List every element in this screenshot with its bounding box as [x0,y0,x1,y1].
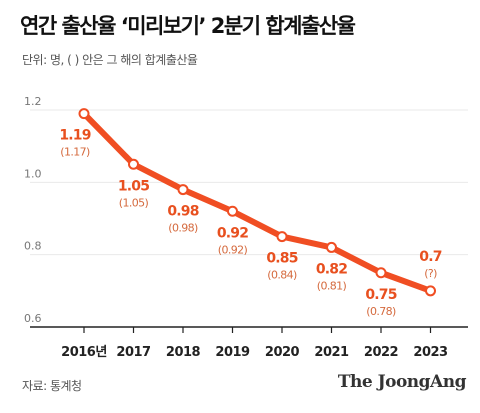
data-point [177,184,189,196]
annual-rate-label: (0.98) [168,222,198,235]
data-point [128,158,139,170]
data-label: 0.85 [266,251,297,267]
annual-rate-label: (1.05) [119,196,149,209]
series-line [81,110,434,294]
x-tick-label: 2016년 [61,345,107,360]
x-tick-label: 2020 [265,345,300,360]
y-tick-label: 0.6 [24,312,42,325]
data-point [425,285,436,297]
annual-rate-label: (0.84) [267,269,297,282]
chart-title: 연간 출산율 ‘미리보기’ 2분기 합계출산율 [20,14,356,38]
annual-rate-label: (0.81) [317,279,347,292]
data-label: 0.82 [316,261,347,277]
y-tick-label: 0.8 [24,240,42,253]
data-point [326,241,337,253]
publisher-logo: The JoongAng [337,372,467,392]
data-label: 0.7 [419,249,441,265]
annual-rate-label: (0.92) [218,243,248,256]
x-tick-label: 2022 [364,345,398,360]
x-tick-label: 2018 [166,345,201,360]
data-point [276,231,288,243]
x-tick-label: 2021 [314,345,349,360]
annual-rate-label: (1.17) [60,146,90,159]
x-tick-label: 2023 [413,345,448,360]
annual-rate-label: (0.78) [366,305,396,318]
x-tick-label: 2017 [116,345,151,360]
data-label: 1.05 [118,178,149,194]
source-note: 자료: 통계청 [22,379,82,393]
y-tick-label: 1.2 [24,95,42,108]
data-point [227,205,238,217]
data-label: 0.75 [365,287,396,303]
data-point [78,108,90,120]
y-tick-label: 1.0 [24,167,42,180]
annual-rate-label: (?) [424,267,437,280]
data-label: 0.92 [217,225,248,241]
data-label: 1.19 [59,128,90,144]
x-tick-label: 2019 [215,345,250,360]
chart-subtitle: 단위: 명, ( ) 안은 그 해의 합계출산율 [22,53,198,67]
data-point [375,267,387,279]
data-label: 0.98 [167,204,198,220]
